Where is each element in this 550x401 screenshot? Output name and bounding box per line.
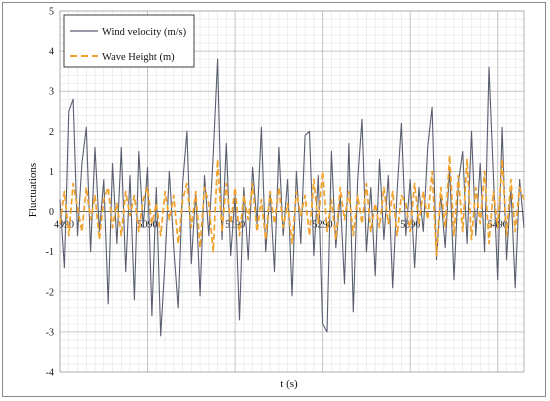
- plot-border: [59, 10, 525, 373]
- y-tick-label: 2: [49, 127, 54, 138]
- y-tick-label: -1: [46, 247, 54, 258]
- legend: Wind velocity (m/s) Wave Height (m): [63, 14, 195, 68]
- y-tick-label: 1: [49, 167, 54, 178]
- series-line-wave-height: [59, 154, 525, 257]
- legend-label-wind: Wind velocity (m/s): [102, 27, 187, 38]
- y-tick-label: 0: [49, 207, 54, 218]
- y-tick-label: 4: [49, 47, 54, 58]
- legend-label-wave: Wave Height (m): [102, 52, 175, 63]
- x-axis-title: t (s): [280, 378, 298, 390]
- y-tick-label: 3: [49, 87, 54, 98]
- y-tick-label: -4: [46, 368, 54, 379]
- x-tick-label: 5190: [225, 220, 245, 231]
- x-tick-label: 5390: [400, 220, 420, 231]
- y-axis-title: Fluctuations: [27, 163, 39, 217]
- y-tick-label: -3: [46, 327, 54, 338]
- x-tick-label: 5290: [313, 220, 333, 231]
- x-tick-label: 5090: [138, 220, 158, 231]
- x-tick-label: 4990: [54, 220, 74, 231]
- y-tick-label: 5: [49, 7, 54, 18]
- series: [59, 58, 525, 337]
- legend-box: [63, 14, 195, 68]
- series-line-wind-velocity: [59, 58, 525, 337]
- y-tick-label: -2: [46, 287, 54, 298]
- grid: [59, 10, 525, 373]
